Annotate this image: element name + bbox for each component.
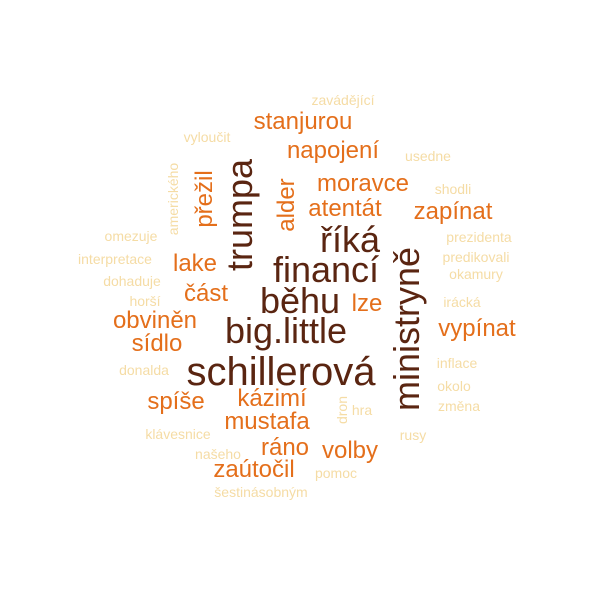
word-behu: běhu [259,280,341,321]
word-klavesnice: klávesnice [145,426,211,442]
word-napojeni: napojení [286,137,380,164]
word-dron: dron [334,395,350,425]
word-inflace: inflace [436,355,478,371]
word-spise: spíše [147,388,205,415]
word-alder: alder [273,178,300,232]
word-dohaduje: dohaduje [103,273,161,289]
word-okolo: okolo [437,378,471,394]
word-schillerova: schillerová [186,350,376,394]
word-financi: financí [272,249,380,290]
word-vyloucit: vyloučit [183,129,231,145]
word-trumpa: trumpa [219,158,260,272]
word-horsi: horší [129,293,161,309]
word-pomoc: pomoc [314,465,358,481]
word-interpretace: interpretace [78,251,152,267]
word-rika: říká [319,219,381,260]
word-cast: část [183,280,229,307]
word-obvinen: obviněn [112,307,198,334]
word-americkeho: amerického [165,162,181,236]
word-mustafa: mustafa [224,408,310,435]
word-lze: lze [351,290,383,317]
word-zavadejici: zavádějící [311,92,375,108]
word-omezuje: omezuje [104,228,158,244]
word-okamury: okamury [449,266,503,282]
word-moravce: moravce [316,170,410,197]
word-rusy: rusy [399,427,427,443]
word-sestinasobnym: šestinásobným [214,484,308,500]
word-rano: ráno [260,434,310,461]
word-iracka: irácká [443,294,481,310]
word-zapinat: zapínat [413,198,493,225]
word-atentat: atentát [308,195,382,222]
word-naseho: našeho [195,446,241,462]
word-big-little: big.little [224,310,348,351]
word-kazimi: kázimí [237,385,307,412]
word-donalda: donalda [119,362,169,378]
word-stanjurou: stanjurou [253,108,353,135]
word-usedne: usedne [405,148,451,164]
word-zmena: změna [437,398,481,414]
word-lake: lake [172,250,218,277]
word-volby: volby [321,437,379,464]
word-predikovali: predikovali [442,249,510,265]
word-zautocil: zaútočil [213,456,295,483]
word-shodli: shodli [434,181,472,197]
word-prezidenta: prezidenta [446,229,512,245]
word-prezil: přežil [191,170,218,228]
word-vypinat: vypínat [438,315,516,342]
word-ministryne: ministryně [386,246,427,412]
word-sidlo: sídlo [131,330,183,357]
word-hra: hra [351,402,373,418]
